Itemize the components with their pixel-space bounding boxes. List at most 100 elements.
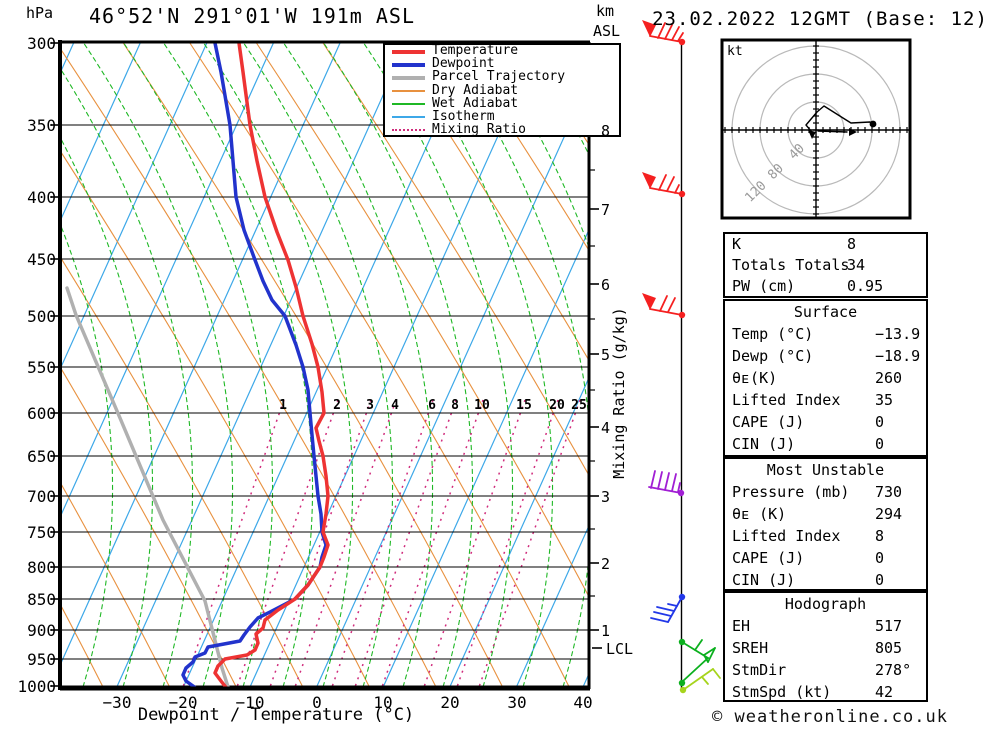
temp-tick-label: 30 [507, 693, 527, 712]
table-row: Totals Totals 34 [725, 255, 926, 276]
pressure-tick-label: 650 [27, 447, 56, 466]
km-tick-label: 7 [601, 201, 611, 219]
temp-tick-label: 20 [440, 693, 460, 712]
most-unstable-table: Most Unstable Pressure (mb) 730 θᴇ (K) 294 L… [723, 457, 928, 591]
table-row-value: 0 [875, 549, 885, 567]
surface-table: Surface Temp (°C) −13.9 Dewp (°C) −18.9 θᴇ(K… [723, 299, 928, 457]
surface-table-rows: Temp (°C) −13.9 Dewp (°C) −18.9 θᴇ(K) 260 Lift… [725, 323, 926, 455]
pressure-tick-label: 950 [27, 650, 56, 669]
legend-item: Parcel Trajectory [385, 70, 619, 84]
legend-item: Dry Adiabat [385, 84, 619, 98]
temp-tick-label: −10 [235, 693, 265, 712]
x-axis-title: Dewpoint / Temperature (°C) [137, 705, 415, 725]
table-row: EH 517 [725, 615, 926, 637]
pressure-tick-label: 800 [27, 558, 56, 577]
table-row: Dewp (°C) −18.9 [725, 345, 926, 367]
legend-line-sample [392, 115, 425, 118]
table-row-value: 8 [875, 527, 885, 545]
mixing-ratio-value: 2 [333, 398, 341, 413]
table-row-label: StmDir [732, 661, 787, 679]
table-row-value: 260 [875, 369, 903, 387]
most-unstable-table-rows: Pressure (mb) 730 θᴇ (K) 294 Lifted Index 8 CA… [725, 481, 926, 591]
mixing-ratio-value: 25 [571, 398, 587, 413]
pressure-tick-label: 400 [27, 188, 56, 207]
table-row-label: Pressure (mb) [732, 483, 850, 501]
table-row-label: θᴇ (K) [732, 505, 787, 523]
lcl-marker-label: LCL [606, 640, 634, 658]
mixing-ratio-value: 10 [474, 398, 490, 413]
pressure-tick-label: 500 [27, 307, 56, 326]
table-row-value: 0 [875, 413, 885, 431]
table-row-label: CIN (J) [732, 571, 796, 589]
legend-line-sample [392, 63, 425, 68]
pressure-tick-label: 350 [27, 116, 56, 135]
pressure-tick-label: 700 [27, 487, 56, 506]
table-row: CAPE (J) 0 [725, 547, 926, 569]
legend-line-sample [392, 102, 425, 105]
table-row-value: 34 [847, 256, 866, 274]
legend-item: Temperature [385, 43, 619, 58]
table-row: SREH 805 [725, 637, 926, 659]
table-row-label: Dewp (°C) [732, 347, 814, 365]
table-row-label: Lifted Index [732, 391, 841, 409]
table-row-value: 517 [875, 617, 903, 635]
table-row-label: Temp (°C) [732, 325, 814, 343]
km-tick-label: 4 [601, 419, 611, 437]
temp-tick-label: −30 [102, 693, 132, 712]
legend-item-label: Temperature [432, 43, 519, 58]
table-row-label: Totals Totals [732, 256, 850, 274]
table-row-value: −13.9 [875, 325, 921, 343]
table-row-value: 294 [875, 505, 903, 523]
legend-item: Dewpoint [385, 56, 619, 72]
pressure-tick-label: 550 [27, 358, 56, 377]
mixing-ratio-value: 1 [279, 398, 287, 413]
pressure-tick-label: 850 [27, 590, 56, 609]
mixing-ratio-value: 6 [428, 398, 436, 413]
table-title: Hodograph [784, 595, 867, 613]
legend-item-label: Dewpoint [432, 56, 495, 72]
legend-item-label: Mixing Ratio [432, 122, 526, 138]
table-row: CIN (J) 0 [725, 433, 926, 455]
credit-footer: © weatheronline.co.uk [712, 707, 948, 727]
table-row-label: CIN (J) [732, 435, 796, 453]
table-row: θᴇ(K) 260 [725, 367, 926, 389]
table-row-value: 278° [875, 661, 912, 679]
table-row-label: StmSpd (kt) [732, 683, 832, 701]
legend-line-sample [392, 89, 425, 92]
legend-item: Mixing Ratio [385, 122, 619, 138]
temp-tick-label: 10 [373, 693, 393, 712]
hodograph-table-rows: EH 517 SREH 805 StmDir 278° StmSpd (kt) 42 [725, 615, 926, 703]
table-row-value: 0 [875, 571, 885, 589]
table-row: StmDir 278° [725, 659, 926, 681]
temp-tick-label: −20 [168, 693, 198, 712]
legend-line-sample [392, 76, 425, 81]
table-title: Most Unstable [766, 461, 885, 479]
pressure-tick-label: 900 [27, 621, 56, 640]
legend-box: Temperature Dewpoint Parcel Trajectory D… [383, 43, 621, 137]
legend-item-label: Isotherm [432, 108, 495, 124]
page-title: 46°52'N 291°01'W 191m ASL [88, 4, 416, 28]
legend-item: Wet Adiabat [385, 95, 619, 111]
legend-line-sample [392, 129, 425, 132]
pressure-tick-label: 1000 [17, 677, 56, 696]
hodograph-unit-label: kt [727, 44, 743, 59]
table-row-label: θᴇ(K) [732, 369, 778, 387]
legend-item-label: Wet Adiabat [432, 95, 519, 111]
indices-table: K 8 Totals Totals 34 PW (cm) 0.95 [723, 232, 928, 298]
table-row-value: 35 [875, 391, 894, 409]
mixing-ratio-value: 20 [549, 398, 565, 413]
table-row: CIN (J) 0 [725, 569, 926, 591]
asl-axis-unit: ASL [593, 22, 621, 40]
pressure-tick-label: 300 [27, 34, 56, 53]
table-row: Temp (°C) −13.9 [725, 323, 926, 345]
table-row-label: K [732, 235, 742, 253]
table-row: Pressure (mb) 730 [725, 481, 926, 503]
temp-tick-label: 40 [573, 693, 593, 712]
km-tick-label: 5 [601, 346, 611, 364]
table-row-value: 8 [847, 235, 857, 253]
pressure-tick-label: 600 [27, 404, 56, 423]
km-tick-label: 8 [601, 122, 611, 140]
table-row-label: EH [732, 617, 751, 635]
table-row-label: PW (cm) [732, 277, 796, 295]
